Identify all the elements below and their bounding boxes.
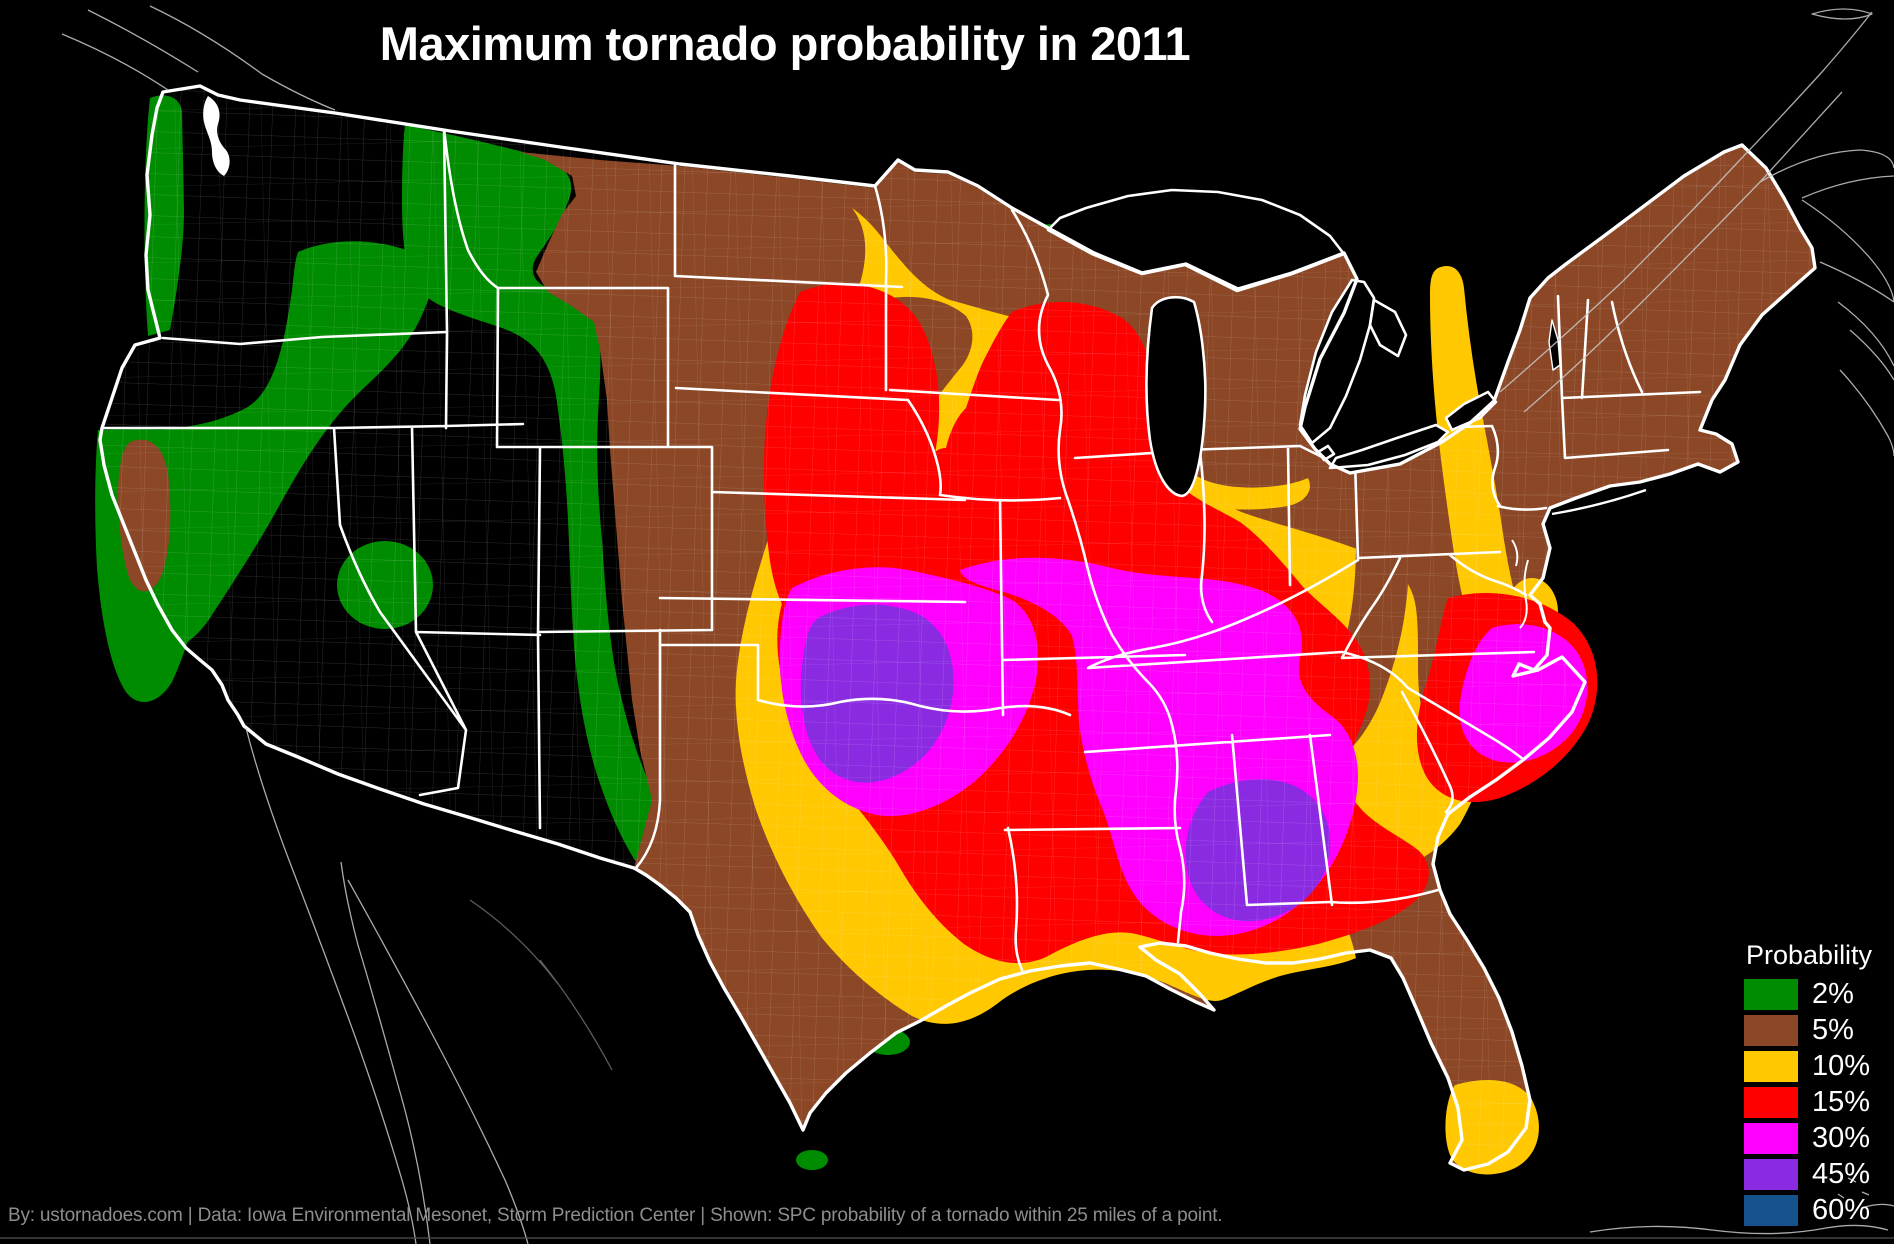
legend-row-10pct: 10% (1744, 1051, 1894, 1082)
st-lawrence-north-shore (1523, 91, 1843, 413)
legend-row-60pct: 60% (1744, 1195, 1894, 1226)
mexico-interior-lines (469, 899, 613, 1071)
legend-row-30pct: 30% (1744, 1123, 1894, 1154)
prince-edward-island (1811, 8, 1873, 20)
legend-swatch-5pct (1744, 1015, 1798, 1046)
legend-swatch-60pct (1744, 1195, 1798, 1226)
lake-michigan (1145, 295, 1207, 498)
mexico-mainland-coast (347, 879, 529, 1244)
canada-bc-coast (61, 5, 336, 111)
chesapeake-bay (1519, 559, 1529, 629)
new-brunswick-nova-scotia (1801, 199, 1894, 457)
cuba-coast (1589, 1203, 1894, 1235)
bahamas-islands (1837, 1177, 1870, 1199)
st-lawrence-river (1499, 11, 1873, 393)
legend-row-5pct: 5% (1744, 1015, 1894, 1046)
lake-huron (1298, 278, 1376, 445)
long-island (1551, 488, 1647, 516)
legend-label-2pct: 2% (1812, 978, 1854, 1010)
legend-swatch-30pct (1744, 1123, 1798, 1154)
puget-sound (203, 96, 230, 176)
page-title: Maximum tornado probability in 2011 (379, 17, 1191, 70)
legend-label-5pct: 5% (1812, 1014, 1854, 1046)
delaware-bay (1511, 539, 1519, 567)
legend-swatch-15pct (1744, 1087, 1798, 1118)
legend-label-15pct: 15% (1812, 1086, 1871, 1118)
legend-swatch-45pct (1744, 1159, 1798, 1190)
coastal-details (203, 96, 1647, 629)
legend-swatch-10pct (1744, 1051, 1798, 1082)
gulf-of-california (340, 861, 431, 1244)
legend-row-15pct: 15% (1744, 1087, 1894, 1118)
legend-label-10pct: 10% (1812, 1050, 1871, 1082)
lake-ontario (1444, 390, 1498, 432)
georgian-bay (1368, 298, 1408, 358)
lake-champlain (1548, 319, 1561, 371)
attribution-text: By: ustornadoes.com | Data: Iowa Environ… (8, 1205, 1223, 1226)
legend-label-30pct: 30% (1812, 1122, 1871, 1154)
legend-label-60pct: 60% (1812, 1194, 1871, 1226)
legend: Probability 2% 5% 10% 15% 30% 45% 60% (1744, 940, 1894, 1231)
legend-label-45pct: 45% (1812, 1158, 1871, 1190)
baja-california (245, 727, 417, 1244)
legend-row-45pct: 45% (1744, 1159, 1894, 1190)
us-coastline (98, 84, 1817, 1172)
legend-title: Probability (1746, 940, 1873, 970)
legend-swatch-2pct (1744, 979, 1798, 1010)
lake-erie (1328, 423, 1450, 470)
gaspe-peninsula (1759, 149, 1894, 199)
bottom-divider (0, 1237, 1894, 1239)
legend-row-2pct: 2% (1744, 979, 1894, 1010)
neighbor-outlines (61, 5, 1894, 1244)
